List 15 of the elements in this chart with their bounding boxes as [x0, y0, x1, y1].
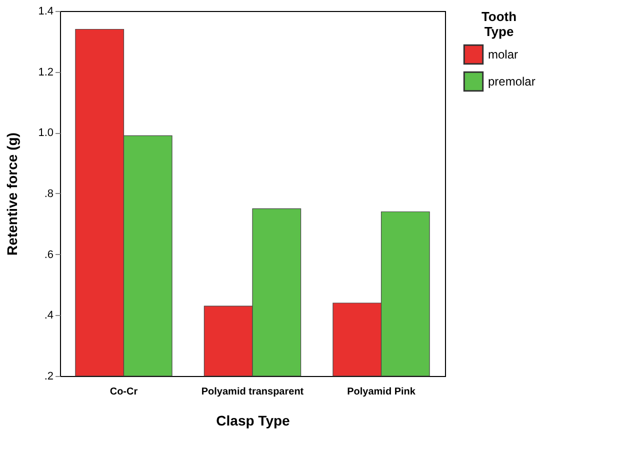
x-tick-label: Polyamid Pink [347, 386, 416, 398]
legend-label: molar [488, 48, 518, 62]
y-tick-label: 1.0 [38, 127, 54, 140]
y-tick-label: .8 [44, 188, 54, 200]
x-axis-title: Clasp Type [216, 412, 290, 428]
legend-title: Tooth Type [481, 9, 517, 39]
y-tick-label: .2 [44, 370, 54, 382]
y-tick-label: 1.2 [38, 66, 54, 78]
x-tick-label: Co-Cr [110, 386, 138, 398]
y-tick-label: .4 [44, 310, 54, 322]
y-tick-label: 1.4 [38, 6, 54, 18]
legend-label: premolar [488, 74, 536, 88]
x-tick-label: Polyamid transparent [201, 386, 304, 398]
y-tick-label: .6 [44, 248, 54, 261]
y-axis-title: Retentive force (g) [4, 132, 20, 256]
